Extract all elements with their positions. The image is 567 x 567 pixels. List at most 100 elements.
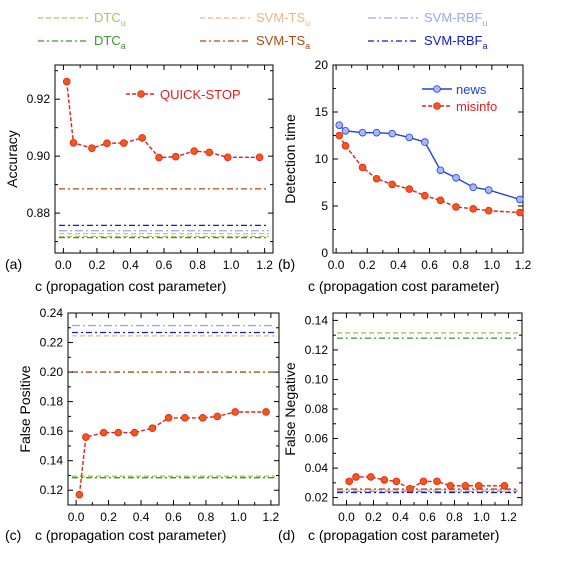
data-point xyxy=(469,205,477,213)
y-tick-label: 0.14 xyxy=(40,454,64,468)
data-point xyxy=(181,414,189,422)
x-tick-label: 0.0 xyxy=(338,510,355,524)
data-point xyxy=(500,481,509,490)
plot-frame xyxy=(332,64,524,254)
x-axis-label: c (propagation cost parameter) xyxy=(308,278,499,294)
data-point xyxy=(388,180,396,189)
y-tick-label: 0.14 xyxy=(305,313,329,327)
data-point xyxy=(88,144,96,152)
data-point xyxy=(352,473,360,481)
x-tick-label: 1.2 xyxy=(515,258,532,272)
x-tick-label: 0.2 xyxy=(89,258,106,272)
data-point xyxy=(341,142,350,150)
y-tick-label: 0.06 xyxy=(305,432,329,446)
series-line-1 xyxy=(338,135,520,214)
data-point xyxy=(130,428,139,437)
data-point xyxy=(469,183,477,192)
x-axis-label: c (propagation cost parameter) xyxy=(308,527,499,543)
legend-swatch-marker xyxy=(137,90,145,98)
y-tick-label: 15 xyxy=(315,105,329,119)
data-point xyxy=(474,481,483,490)
data-point xyxy=(405,185,414,193)
baseline-legend: DTCu SVM-TSu SVM-RBFu DTCa SVM-TSa SVM-RBFa xyxy=(38,10,488,51)
x-tick-label: 0.6 xyxy=(156,258,173,272)
data-point xyxy=(114,428,123,437)
y-tick-label: 0.24 xyxy=(40,306,64,320)
series-legend-label: misinfo xyxy=(456,99,497,114)
x-tick-label: 1.2 xyxy=(263,510,280,524)
legend-label-0: DTCu xyxy=(94,10,126,28)
data-point xyxy=(164,414,173,422)
data-point xyxy=(69,138,78,147)
data-point xyxy=(231,408,239,416)
data-point xyxy=(345,477,354,486)
x-tick-label: 0.8 xyxy=(446,510,463,524)
x-tick-label: 0.6 xyxy=(165,510,182,524)
y-tick-label: 0.02 xyxy=(305,491,329,505)
panel-1: 0.0 0.2 0.4 0.6 0.8 1.0 1.2 0 5 10 15 20 Detection t… xyxy=(278,58,532,294)
data-point xyxy=(436,166,445,175)
series-legend-label: QUICK-STOP xyxy=(160,87,241,102)
y-axis-label: False Positive xyxy=(17,365,33,452)
panel-0: 0.0 0.2 0.4 0.6 0.8 1.0 1.2 0.88 0.90 0.92 Accurac… xyxy=(4,64,274,294)
data-point xyxy=(148,424,157,433)
data-point xyxy=(516,208,524,217)
series-line-0 xyxy=(78,411,266,495)
series-line-0 xyxy=(338,124,521,201)
data-point xyxy=(358,128,367,137)
panel-letter: (b) xyxy=(278,256,295,272)
data-point xyxy=(392,477,401,486)
data-point xyxy=(99,428,108,437)
data-point xyxy=(372,128,381,137)
data-point xyxy=(119,139,128,147)
x-tick-label: 0.0 xyxy=(68,510,85,524)
data-point xyxy=(372,174,381,183)
y-axis-label: False Negative xyxy=(282,362,298,456)
y-tick-label: 0.08 xyxy=(305,402,329,416)
x-tick-label: 1.0 xyxy=(223,258,240,272)
legend-label-1: SVM-TSu xyxy=(256,10,310,28)
y-tick-label: 0.12 xyxy=(40,483,64,497)
y-tick-label: 0.04 xyxy=(305,461,329,475)
x-tick-label: 0.8 xyxy=(189,258,206,272)
data-point xyxy=(341,127,350,135)
data-point xyxy=(82,433,90,441)
y-tick-label: 20 xyxy=(315,58,329,72)
data-point xyxy=(446,481,455,490)
data-point xyxy=(419,477,428,486)
data-point xyxy=(484,206,493,215)
y-tick-label: 0.92 xyxy=(27,92,51,106)
y-tick-label: 0.90 xyxy=(27,149,51,163)
x-tick-label: 0.4 xyxy=(133,510,150,524)
y-tick-label: 5 xyxy=(321,199,328,213)
y-tick-label: 0.12 xyxy=(305,343,329,357)
data-point xyxy=(452,203,460,211)
data-point xyxy=(155,153,163,162)
legend-label-4: SVM-TSa xyxy=(256,33,310,51)
y-tick-label: 0.88 xyxy=(27,206,51,220)
panel-2: 0.0 0.2 0.4 0.6 0.8 1.0 1.2 0.12 0.14 0.16 0.18 0.2… xyxy=(5,306,280,543)
data-point xyxy=(421,138,429,146)
y-tick-label: 0.22 xyxy=(40,336,64,350)
panel-letter: (a) xyxy=(5,256,22,272)
x-tick-label: 0.8 xyxy=(452,258,469,272)
legend-label-5: SVM-RBFa xyxy=(424,33,488,51)
y-tick-label: 0.10 xyxy=(305,372,329,386)
data-point xyxy=(262,408,270,416)
x-tick-label: 1.2 xyxy=(256,258,273,272)
x-tick-label: 1.0 xyxy=(230,510,247,524)
legend-swatch-marker xyxy=(433,85,441,93)
panels: 0.0 0.2 0.4 0.6 0.8 1.0 1.2 0.88 0.90 0.92 Accurac… xyxy=(4,58,532,543)
x-tick-label: 0.0 xyxy=(328,258,345,272)
data-point xyxy=(516,195,524,204)
data-point xyxy=(366,473,375,481)
y-tick-label: 0.20 xyxy=(40,365,64,379)
panel-3: 0.0 0.2 0.4 0.6 0.8 1.0 1.2 0.02 0.04 0.06 0.08 0.1… xyxy=(278,312,523,543)
y-tick-label: 10 xyxy=(315,152,329,166)
y-axis-label: Detection time xyxy=(282,114,298,204)
y-tick-label: 0.16 xyxy=(40,424,64,438)
data-point xyxy=(484,186,493,194)
x-tick-label: 0.4 xyxy=(122,258,139,272)
x-tick-label: 1.0 xyxy=(484,258,501,272)
data-point xyxy=(335,121,344,129)
